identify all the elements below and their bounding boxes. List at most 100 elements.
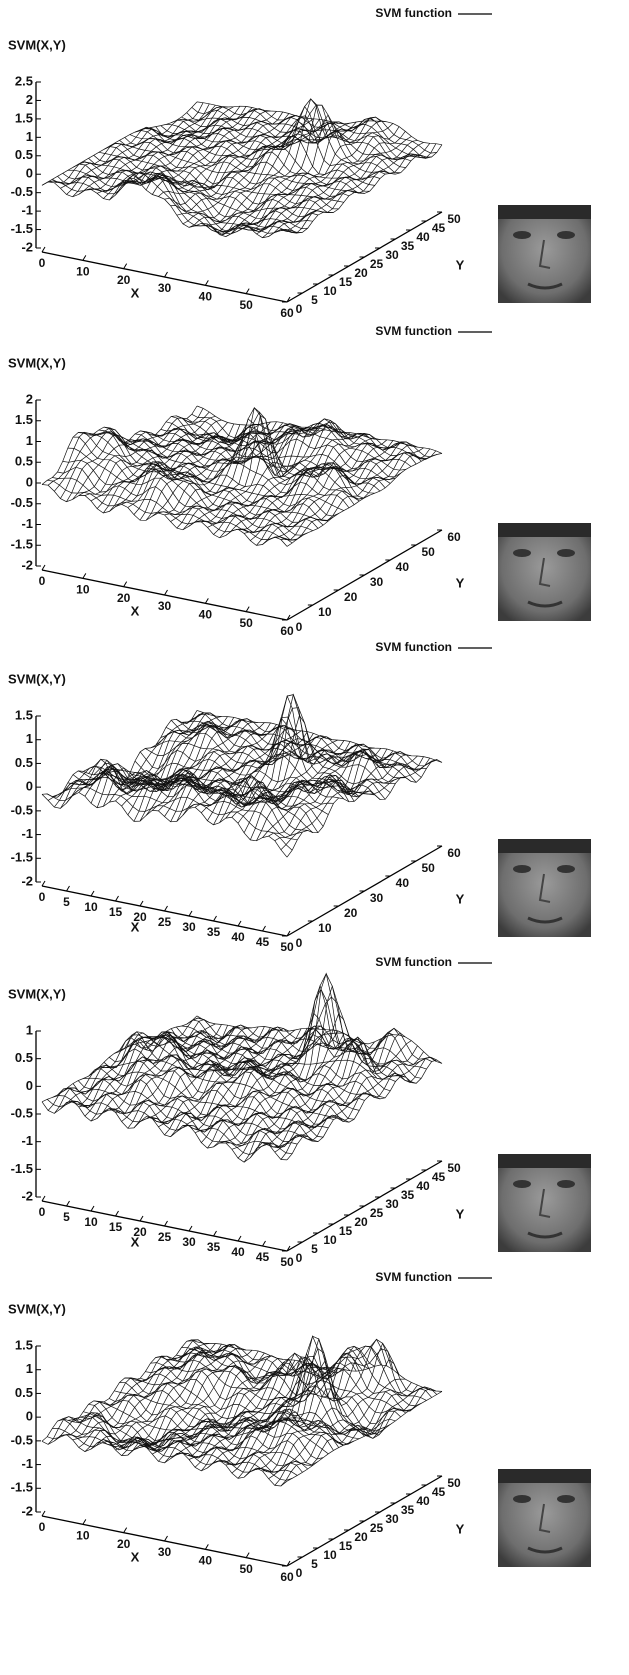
surface-line xyxy=(201,105,357,233)
face-hair xyxy=(498,1469,591,1483)
z-tick-label: -1 xyxy=(21,1456,33,1471)
x-tick xyxy=(82,255,87,261)
surface-line xyxy=(46,1099,293,1155)
y-tick-label: 5 xyxy=(311,1557,318,1571)
face-nose xyxy=(538,557,551,587)
y-tick-label: 20 xyxy=(354,266,368,280)
x-tick xyxy=(188,910,193,917)
y-tick-label: 50 xyxy=(447,212,461,226)
x-tick-label: 10 xyxy=(76,265,90,279)
surface-line xyxy=(109,1352,265,1449)
z-tick-label: -2 xyxy=(21,873,33,888)
z-tick-label: -1.5 xyxy=(11,221,33,236)
x-tick xyxy=(188,1225,193,1232)
y-tick-label: 30 xyxy=(370,891,384,905)
surface-line xyxy=(96,424,253,509)
y-tick-label: 45 xyxy=(432,1170,446,1184)
surface-wireframe xyxy=(41,405,443,547)
z-tick-label: -2 xyxy=(21,1188,33,1203)
x-tick-label: 10 xyxy=(76,583,90,597)
x-tick xyxy=(164,1220,168,1227)
surface-line xyxy=(139,1029,296,1123)
surface-line xyxy=(207,428,363,528)
surface-line xyxy=(201,714,357,814)
surface-line xyxy=(231,1338,388,1474)
x-tick xyxy=(286,930,291,937)
x-tick xyxy=(245,606,250,612)
surface-line xyxy=(133,424,289,515)
surface-line xyxy=(262,1384,418,1473)
x-axis-label: X xyxy=(131,285,140,300)
surface-line xyxy=(60,104,216,189)
surface-line xyxy=(84,424,241,496)
x-tick-label: 35 xyxy=(207,925,221,939)
x-tick-label: 20 xyxy=(117,1537,131,1551)
z-tick-label: -0.5 xyxy=(11,184,33,199)
z-tick-label: -2 xyxy=(21,557,33,572)
x-tick-label: 0 xyxy=(39,1520,46,1534)
legend-label: SVM function xyxy=(375,640,452,654)
surface-line xyxy=(41,710,198,798)
surface-line xyxy=(225,1337,382,1466)
x-tick xyxy=(123,263,128,269)
surface-line xyxy=(219,114,375,236)
x-axis-label: X xyxy=(131,919,140,934)
surface-line xyxy=(121,111,277,187)
surface-wireframe xyxy=(41,98,443,239)
x-tick-label: 0 xyxy=(39,890,46,904)
surface-line xyxy=(256,1382,412,1473)
surface-line xyxy=(72,1025,228,1108)
z-tick-label: 1 xyxy=(26,1361,33,1376)
surface-line xyxy=(84,1027,240,1117)
surface-line xyxy=(188,1033,345,1133)
face-image xyxy=(498,1469,591,1567)
surface-line xyxy=(84,105,241,191)
z-tick-label: 2 xyxy=(26,92,33,107)
z-axis-label: SVM(X,Y) xyxy=(8,355,66,370)
x-tick-label: 20 xyxy=(133,1225,147,1239)
surface-line xyxy=(146,1028,302,1124)
surface-line xyxy=(66,1343,222,1438)
face-mouth xyxy=(527,1231,563,1239)
surface-line xyxy=(139,694,386,800)
surface-line xyxy=(286,1391,443,1482)
surface-line xyxy=(164,119,320,206)
surface-line xyxy=(196,1015,443,1064)
x-axis-label: X xyxy=(131,1234,140,1249)
y-tick-label: 15 xyxy=(339,275,353,289)
x-tick xyxy=(41,1510,46,1517)
z-tick-label: 0.5 xyxy=(15,755,33,770)
panel: SVM function SVM(X,Y) -2 -1.5 -1 -0.5 0 0.5 1 1.5… xyxy=(8,640,591,954)
surface-line xyxy=(219,433,375,539)
surface-line xyxy=(250,1378,406,1473)
x-tick-label: 40 xyxy=(199,290,213,304)
legend-label: SVM function xyxy=(375,1270,452,1284)
x-tick xyxy=(204,280,209,286)
x-tick-label: 10 xyxy=(84,1215,98,1229)
surface-line xyxy=(182,414,339,531)
surface-line xyxy=(60,712,216,809)
y-tick-label: 40 xyxy=(416,1494,430,1508)
x-tick-label: 20 xyxy=(117,273,131,287)
z-tick-label: 2 xyxy=(26,391,33,406)
x-tick xyxy=(123,1527,128,1533)
z-tick-label: 0.5 xyxy=(15,1050,33,1065)
face-mouth xyxy=(527,916,563,924)
z-tick-label: -1 xyxy=(21,203,33,218)
x-tick xyxy=(41,880,46,887)
y-tick-label: 25 xyxy=(370,1521,384,1535)
surface-line xyxy=(133,113,290,187)
x-tick xyxy=(115,1210,119,1217)
y-tick-label: 5 xyxy=(311,1242,318,1256)
surface-line xyxy=(256,136,412,235)
y-tick-label: 10 xyxy=(323,1233,337,1247)
y-tick-label: 35 xyxy=(401,1188,415,1202)
x-tick-label: 5 xyxy=(63,895,70,909)
surface-line xyxy=(243,748,400,833)
y-tick-label: 30 xyxy=(385,248,399,262)
surface-line xyxy=(97,1349,253,1446)
surface-line xyxy=(262,755,418,838)
z-tick-label: 0.5 xyxy=(15,147,33,162)
surface-line xyxy=(109,1026,265,1114)
